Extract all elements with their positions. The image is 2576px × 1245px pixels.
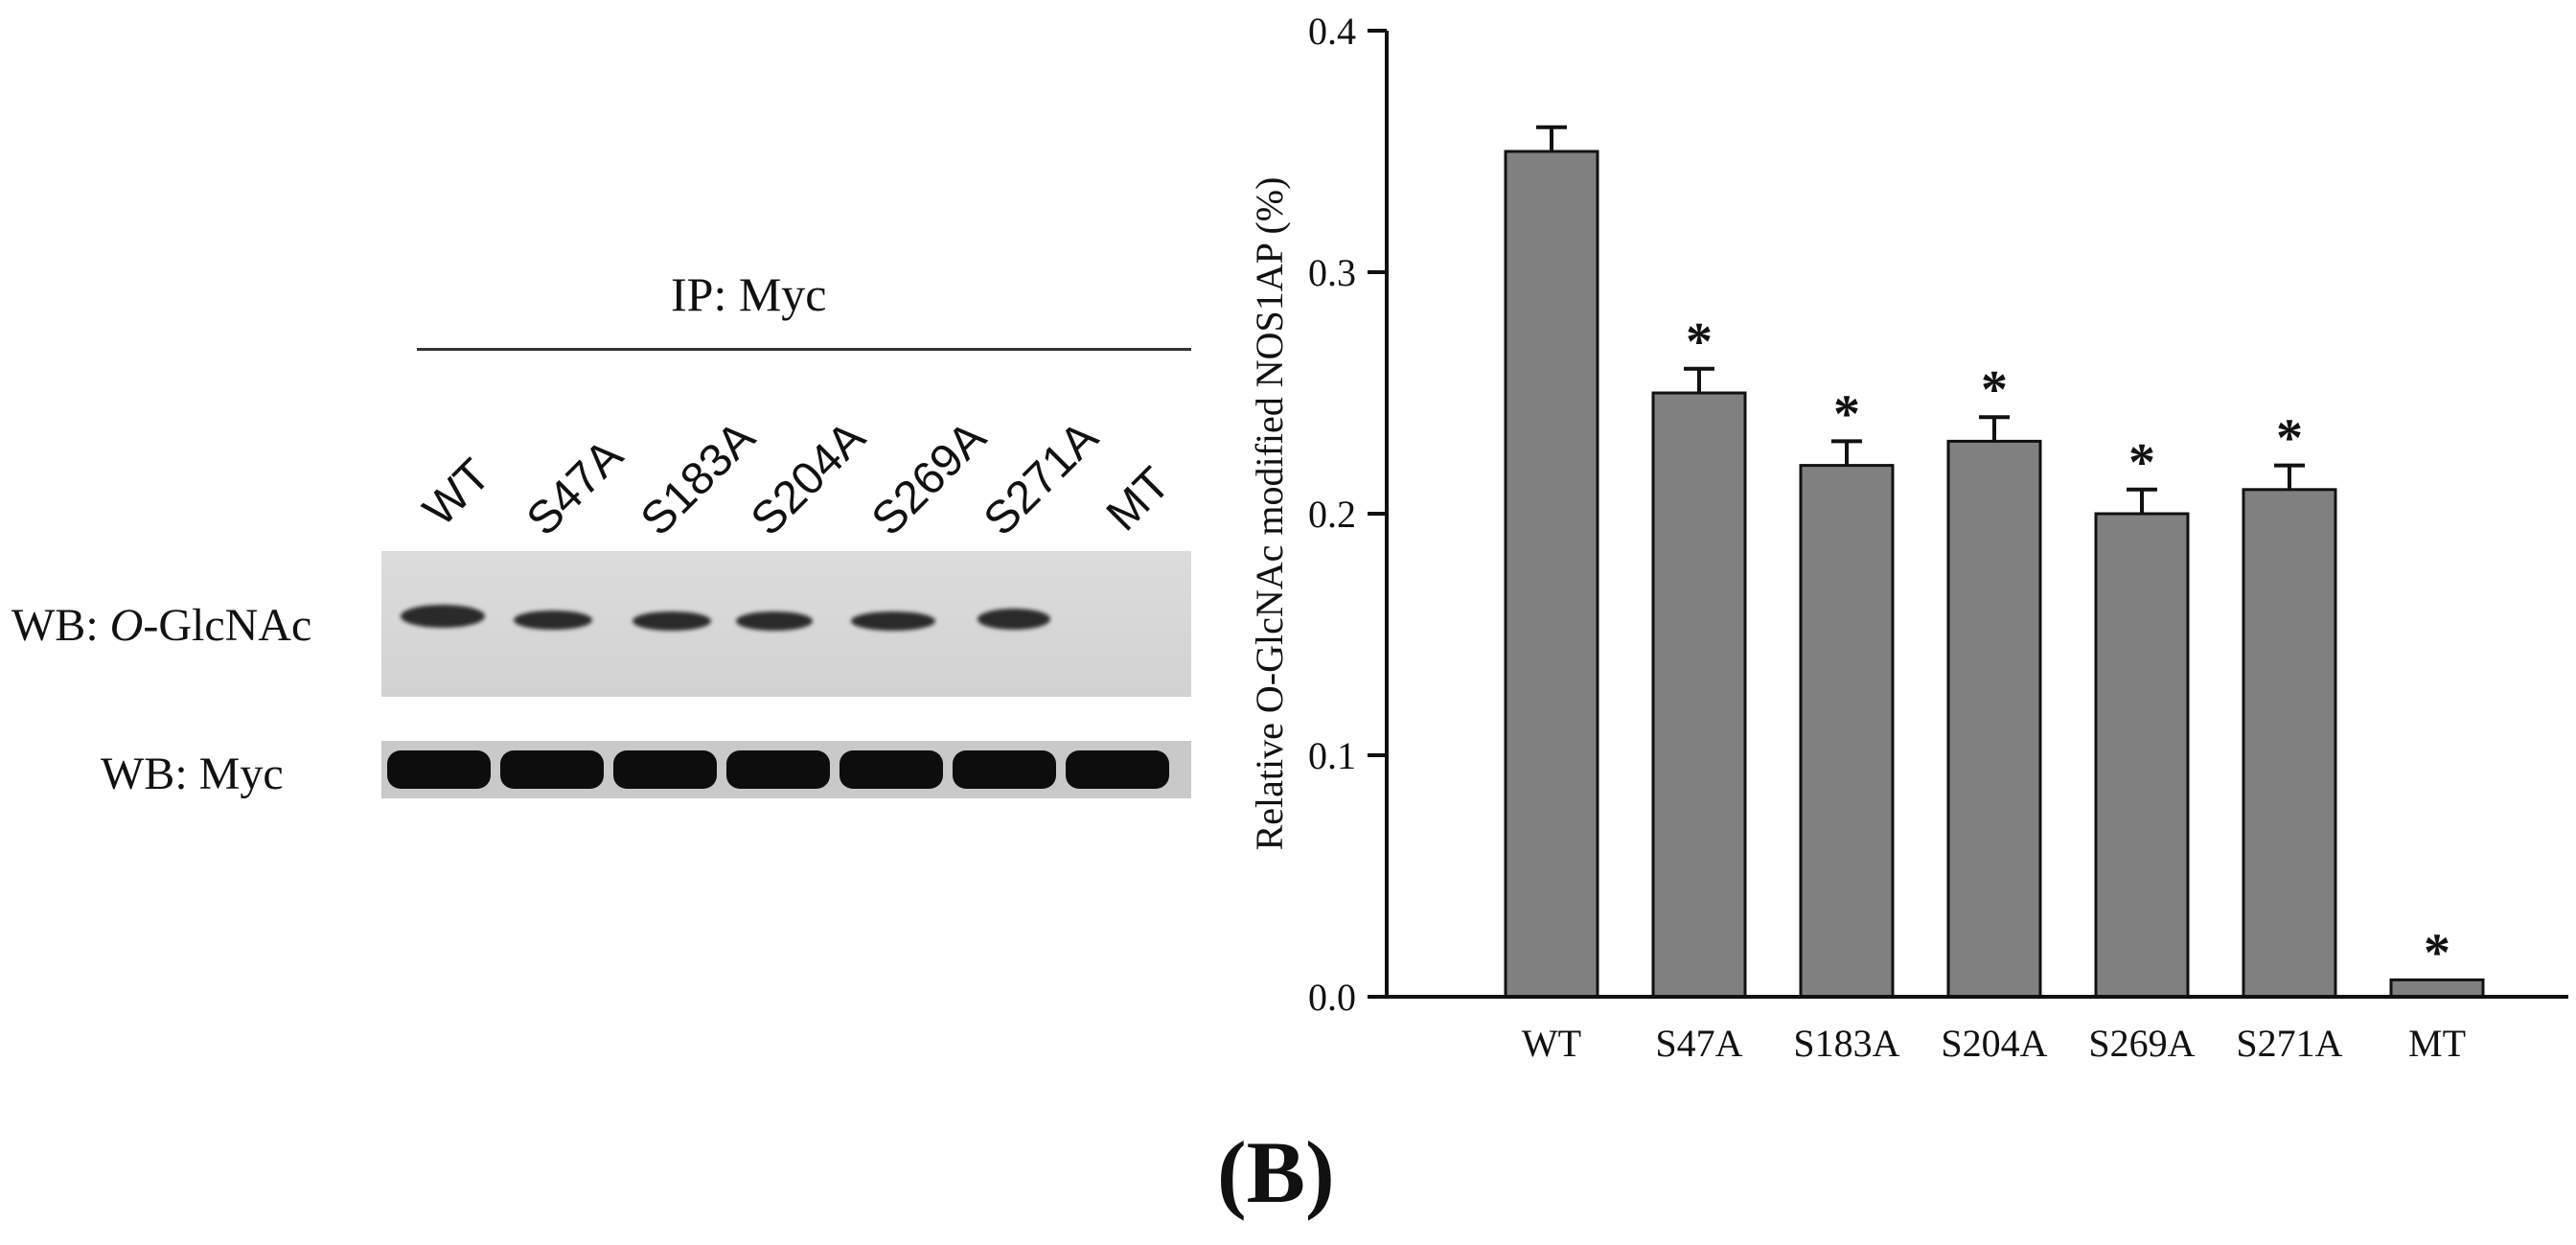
x-tick-label-mt: MT (2408, 1022, 2466, 1065)
western-blot-panel: IP: Myc WT S47A S183A S204A S269A S271A … (0, 0, 1208, 958)
bar-wt (1504, 150, 1599, 999)
myc-band-wt (387, 750, 491, 789)
bar-s183a (1799, 464, 1895, 999)
myc-band-s269a (840, 750, 943, 789)
oglcnac-blot-image (381, 551, 1191, 697)
oglcnac-band-s204a (736, 611, 813, 631)
y-tick-label-3: 0.3 (1308, 251, 1356, 294)
y-axis-title: Relative O-GlcNAc modified NOS1AP (%) (1248, 177, 1291, 851)
myc-band-s204a (726, 750, 830, 789)
x-tick-label-s269a: S269A (2088, 1022, 2195, 1065)
ip-underline (417, 348, 1191, 351)
y-tick-label-1: 0.1 (1308, 734, 1356, 777)
oglcnac-band-wt (401, 605, 485, 628)
significance-marker-mt: * (2424, 923, 2450, 982)
y-tick-label-4: 0.4 (1308, 10, 1356, 53)
x-tick-label-s204a: S204A (1941, 1022, 2047, 1065)
bar-s204a (1946, 439, 2042, 999)
oglcnac-band-s271a (978, 609, 1050, 630)
myc-band-s271a (953, 750, 1056, 789)
wb-oglcnac-label: WB: O-GlcNAc (12, 600, 312, 651)
oglcnac-band-s47a (514, 611, 592, 630)
x-tick-label-s271a: S271A (2236, 1022, 2342, 1065)
bar-s269a (2094, 512, 2190, 999)
significance-marker-s269a: * (2128, 433, 2155, 493)
myc-band-s183a (613, 750, 717, 789)
myc-band-s47a (500, 750, 604, 789)
y-tick-label-0: 0.0 (1308, 976, 1356, 1019)
x-tick-label-s183a: S183A (1793, 1022, 1899, 1065)
bar-s271a (2242, 488, 2337, 999)
y-tick-label-2: 0.2 (1308, 493, 1356, 536)
oglcnac-band-s269a (851, 611, 935, 631)
ip-label: IP: Myc (671, 267, 827, 321)
figure-label: (B) (1217, 1123, 1335, 1221)
significance-marker-s271a: * (2276, 409, 2303, 469)
x-tick-label-s47a: S47A (1655, 1022, 1742, 1065)
wb-myc-label: WB: Myc (101, 749, 284, 799)
oglcnac-band-s183a (632, 611, 711, 631)
significance-marker-s204a: * (1981, 360, 2008, 420)
bar-s47a (1651, 391, 1747, 999)
x-tick-label-wt: WT (1522, 1022, 1581, 1065)
significance-marker-s183a: * (1833, 384, 1860, 444)
myc-blot-image (381, 741, 1191, 798)
significance-marker-s47a: * (1686, 312, 1713, 372)
myc-band-mt (1066, 750, 1169, 789)
